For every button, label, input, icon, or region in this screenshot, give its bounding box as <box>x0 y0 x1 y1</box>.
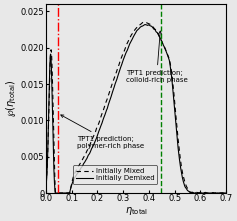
Initially Demixed <box>144 23 146 26</box>
Line: Initially Mixed: Initially Mixed <box>46 22 226 193</box>
Initially Demixed <box>45 184 47 187</box>
Initially Demixed <box>225 192 228 194</box>
Initially Mixed <box>122 52 124 55</box>
X-axis label: $\eta_{\mathrm{total}}$: $\eta_{\mathrm{total}}$ <box>124 205 148 217</box>
Initially Mixed <box>221 192 224 194</box>
Text: TPT1 prediction;
colloid-rich phase: TPT1 prediction; colloid-rich phase <box>126 31 187 83</box>
Initially Mixed <box>45 182 47 185</box>
Initially Mixed <box>142 21 145 24</box>
Initially Mixed <box>225 191 228 194</box>
Initially Mixed <box>202 192 205 194</box>
Text: TPT1 prediction;
polymer-rich phase: TPT1 prediction; polymer-rich phase <box>61 115 144 149</box>
Initially Demixed <box>76 172 79 175</box>
Initially Demixed <box>122 59 124 62</box>
Initially Demixed <box>65 192 68 194</box>
Line: Initially Demixed: Initially Demixed <box>46 25 226 193</box>
Initially Mixed <box>55 192 58 194</box>
Initially Mixed <box>114 74 117 77</box>
Initially Demixed <box>114 82 117 85</box>
Legend: Initially Mixed, Initially Demixed: Initially Mixed, Initially Demixed <box>73 165 157 184</box>
Initially Mixed <box>76 167 79 169</box>
Initially Demixed <box>55 192 57 194</box>
Initially Mixed <box>65 192 68 194</box>
Initially Demixed <box>202 192 205 194</box>
Y-axis label: $\wp(\eta_{\mathrm{total}})$: $\wp(\eta_{\mathrm{total}})$ <box>4 80 18 117</box>
Initially Demixed <box>221 192 224 194</box>
